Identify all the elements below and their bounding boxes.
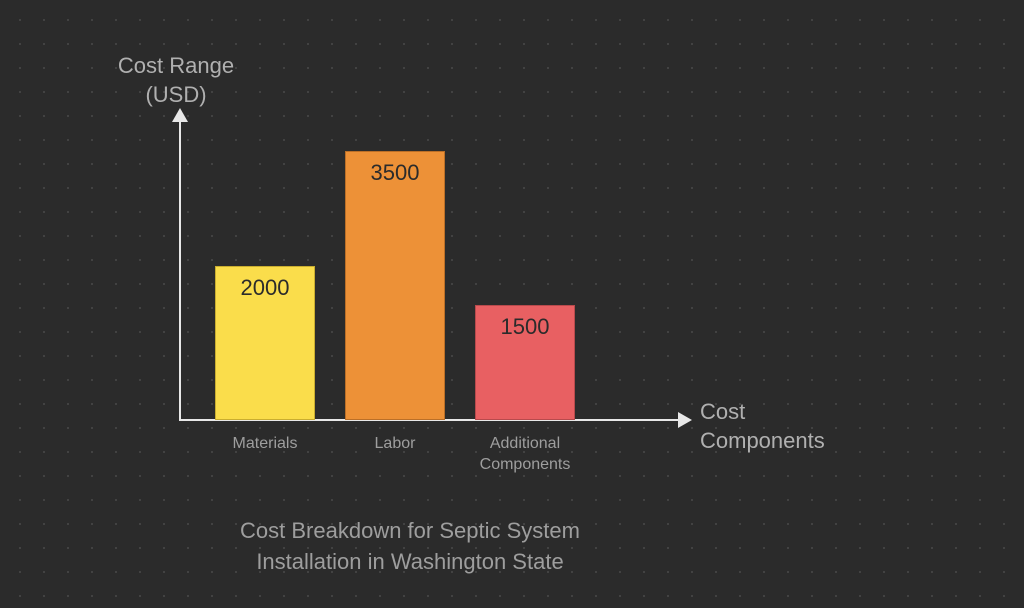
category-label-1: Labor xyxy=(330,434,460,455)
chart-container: Cost Range (USD) Cost Components 2000 350… xyxy=(0,0,1024,608)
y-axis-line xyxy=(179,120,181,421)
x-axis-label: Cost Components xyxy=(700,398,860,455)
bar-0: 2000 xyxy=(215,266,315,420)
category-label-2: AdditionalComponents xyxy=(460,434,590,476)
bar-1: 3500 xyxy=(345,151,445,420)
y-axis-label-line1: Cost Range xyxy=(118,53,234,78)
bar-2: 1500 xyxy=(475,305,575,420)
y-axis-arrow xyxy=(172,108,188,122)
x-axis-arrow xyxy=(678,412,692,428)
y-axis-label: Cost Range (USD) xyxy=(106,52,246,109)
chart-title-line2: Installation in Washington State xyxy=(256,549,563,574)
chart-title-line1: Cost Breakdown for Septic System xyxy=(240,518,580,543)
x-axis-label-line1: Cost xyxy=(700,399,745,424)
bar-value-2: 1500 xyxy=(476,314,574,340)
bar-value-0: 2000 xyxy=(216,275,314,301)
x-axis-label-line2: Components xyxy=(700,428,825,453)
chart-title: Cost Breakdown for Septic System Install… xyxy=(200,516,620,578)
bar-value-1: 3500 xyxy=(346,160,444,186)
category-label-0: Materials xyxy=(200,434,330,455)
y-axis-label-line2: (USD) xyxy=(145,82,206,107)
